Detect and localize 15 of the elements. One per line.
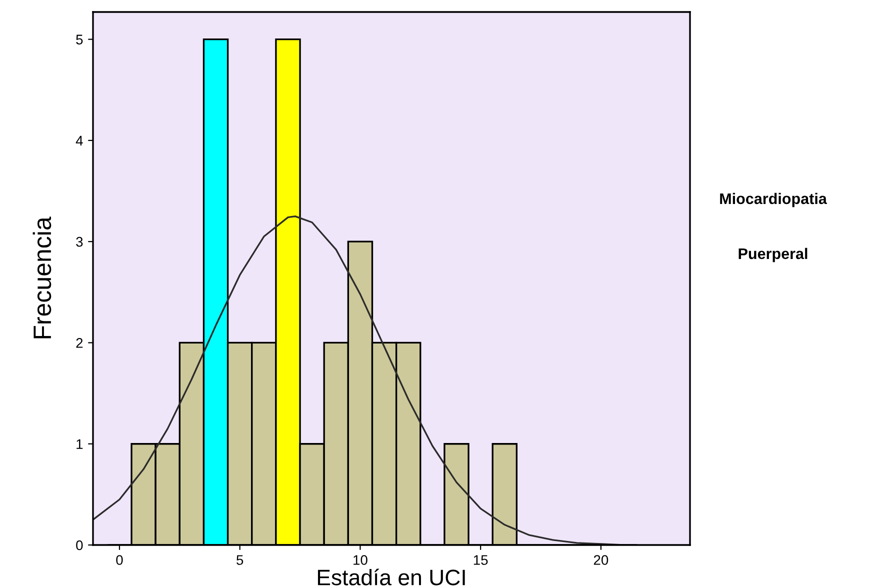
text: Puerperal (738, 248, 808, 262)
x-axis-title: Estadía en UCI (318, 568, 465, 586)
y-tick-label: 0 (76, 540, 83, 550)
y-tick-label: 4 (76, 136, 83, 146)
x-tick-label: 15 (474, 555, 488, 565)
y-tick-label: 2 (76, 338, 83, 348)
x-tick-label: 10 (354, 555, 368, 565)
y-axis-title: Frecuencia (32, 216, 52, 338)
y-tick-label: 5 (76, 34, 83, 44)
text: Miocardiopatia (720, 192, 828, 208)
x-tick-label: 20 (594, 555, 608, 565)
x-tick-label: 5 (236, 555, 244, 565)
x-tick-label: 0 (116, 555, 123, 565)
y-tick-label: 1 (76, 439, 83, 449)
y-tick-label: 3 (76, 236, 83, 247)
